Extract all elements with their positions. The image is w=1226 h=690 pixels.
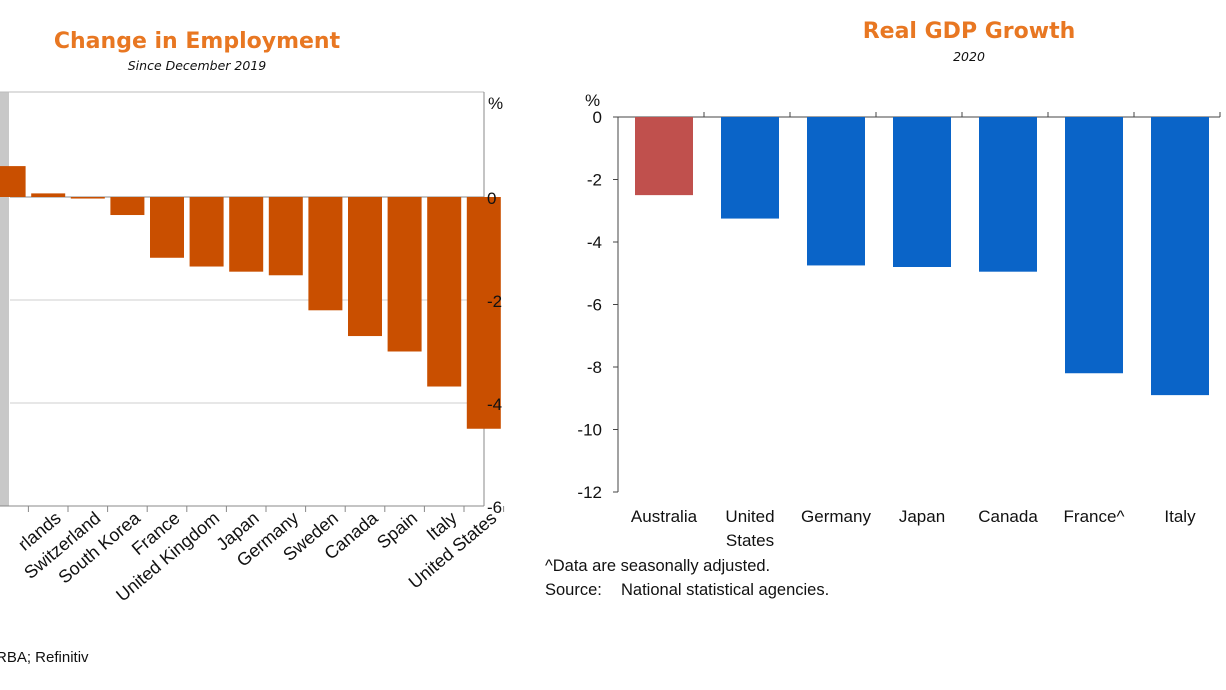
employment-y-tick-label: -6 (487, 498, 502, 517)
employment-chart: Change in Employment Since December 2019… (0, 29, 505, 666)
gdp-bar (893, 117, 951, 267)
employment-y-tick-label: -4 (487, 395, 502, 414)
employment-bar (308, 197, 343, 311)
gdp-y-unit: % (585, 91, 600, 110)
gdp-category-label: Canada (978, 507, 1038, 526)
employment-title: Change in Employment (54, 29, 341, 54)
employment-bar (268, 197, 303, 276)
gdp-y-tick-label: -10 (577, 421, 602, 440)
gdp-source-label: Source: (545, 581, 602, 599)
employment-bar (31, 193, 66, 197)
gdp-y-tick-label: -4 (587, 233, 602, 252)
employment-bar (189, 197, 224, 267)
gdp-category-label: Australia (631, 507, 698, 526)
employment-bar (348, 197, 382, 337)
gdp-source-text: National statistical agencies. (621, 581, 829, 599)
employment-bar (387, 197, 422, 352)
gdp-y-tick-label: 0 (593, 108, 602, 127)
employment-source: RBA; Refinitiv (0, 649, 89, 666)
gdp-bar (1151, 117, 1209, 396)
gdp-category-label: France^ (1064, 507, 1125, 526)
employment-y-tick-label: -2 (487, 292, 502, 311)
employment-subtitle: Since December 2019 (128, 58, 267, 73)
employment-bar (427, 197, 462, 387)
employment-y-unit: % (488, 94, 503, 113)
gdp-y-tick-label: -2 (587, 171, 602, 190)
employment-bar (466, 197, 501, 429)
gdp-bar (1065, 117, 1123, 374)
employment-bar (70, 197, 105, 199)
gdp-title: Real GDP Growth (863, 19, 1076, 44)
gdp-category-label: States (726, 531, 774, 550)
gdp-subtitle: 2020 (953, 49, 985, 64)
employment-y-tick-label: 0 (487, 189, 496, 208)
gdp-category-label: United (725, 507, 774, 526)
gdp-y-tick-label: -8 (587, 358, 602, 377)
gdp-bar (807, 117, 865, 266)
employment-bar (229, 197, 264, 272)
gdp-bar (635, 117, 693, 196)
employment-bar (110, 197, 145, 216)
gdp-bar (721, 117, 779, 219)
employment-category-label: Spain (373, 508, 421, 553)
gdp-y-tick-label: -6 (587, 296, 602, 315)
gdp-y-tick-label: -12 (577, 483, 602, 502)
gdp-footnote: ^Data are seasonally adjusted. (545, 557, 770, 575)
gdp-bar (979, 117, 1037, 272)
employment-shaded-band (0, 92, 9, 506)
gdp-category-label: Italy (1164, 507, 1196, 526)
gdp-category-label: Japan (899, 507, 945, 526)
employment-bar (150, 197, 184, 258)
employment-bar (0, 166, 26, 197)
gdp-category-label: Germany (801, 507, 871, 526)
